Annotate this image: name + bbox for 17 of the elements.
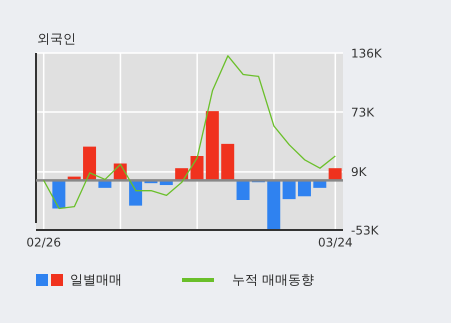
bar xyxy=(206,111,219,180)
bar xyxy=(267,180,280,230)
bar xyxy=(221,144,234,180)
bar xyxy=(236,180,250,200)
legend-label: 누적 매매동향 xyxy=(232,272,314,289)
chart-title: 외국인 xyxy=(37,31,76,48)
bar xyxy=(298,180,311,196)
bar xyxy=(282,180,296,200)
y-tick-label: -53K xyxy=(351,223,380,238)
x-tick-label: 03/24 xyxy=(318,236,353,250)
bar xyxy=(83,146,96,180)
y-tick-label: 136K xyxy=(351,46,383,60)
y-tick-label: 73K xyxy=(351,105,376,120)
y-tick-label: 9K xyxy=(351,165,368,180)
legend-label: 일별매매 xyxy=(70,272,122,289)
line-series xyxy=(43,55,336,210)
x-tick-label: 02/26 xyxy=(26,236,61,250)
